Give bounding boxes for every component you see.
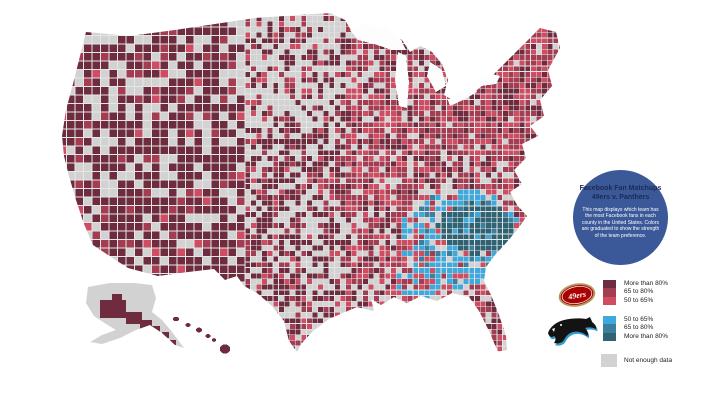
legend-label: 65 to 80%: [624, 288, 654, 296]
map-region-alaska: [86, 283, 184, 348]
legend-label: More than 80%: [624, 332, 669, 340]
legend-label: 65 to 80%: [624, 324, 654, 332]
legend-swatch: [603, 324, 616, 333]
map-description: This map displays which team has the mos…: [581, 206, 660, 239]
legend-label: 50 to 65%: [624, 315, 654, 323]
panthers-logo-icon: [548, 317, 598, 346]
legend-swatch: [603, 316, 616, 325]
map-title-line2: 49ers v. Panthers: [591, 193, 650, 201]
map-title-line1: Facebook Fan Matchups: [579, 185, 662, 192]
legend-label: More than 80%: [624, 279, 669, 287]
49ers-logo-icon: 49ers: [558, 283, 596, 307]
legend-swatch: [603, 332, 616, 342]
legend-label: 50 to 65%: [624, 296, 654, 304]
legend-swatch: [603, 296, 616, 306]
title-bubble: Facebook Fan Matchups 49ers v. Panthers …: [573, 170, 668, 265]
legend-swatch: [603, 288, 616, 297]
great-lakes: [350, 24, 500, 108]
map-legend: 49ers More than 80% 65 to 80% 50 to 65% …: [540, 270, 720, 380]
legend-label-no-data: Not enough data: [624, 357, 673, 364]
legend-swatch: [603, 280, 616, 289]
map-region-hawaii: [172, 316, 231, 354]
legend-swatch-no-data: [601, 354, 617, 367]
svg-text:49ers: 49ers: [567, 290, 587, 302]
